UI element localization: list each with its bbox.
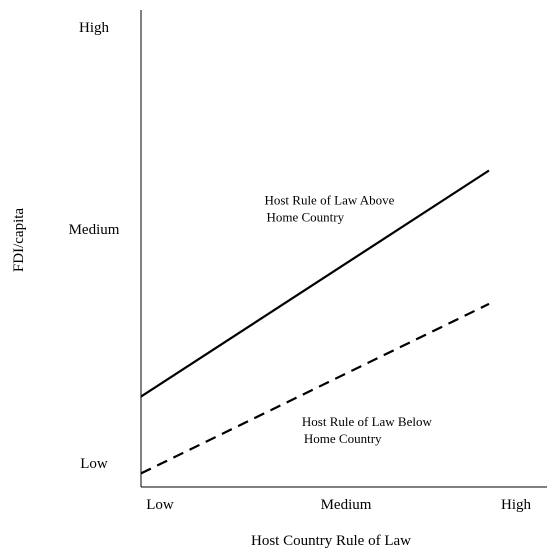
y-tick-label: High	[79, 20, 110, 36]
series-line-dashed	[140, 302, 490, 475]
y-tick-labels: Low Medium High	[69, 20, 120, 472]
x-tick-labels: Low Medium High	[146, 497, 531, 513]
annotation-line: Home Country	[266, 209, 344, 224]
x-tick-label: Low	[146, 497, 174, 513]
series-line-solid	[140, 169, 490, 398]
annotation: Host Rule of Law Below Home Country	[302, 414, 433, 446]
y-tick-label: Medium	[69, 222, 120, 238]
annotation-line: Host Rule of Law Above	[264, 192, 394, 207]
series-layer	[140, 169, 490, 475]
axes	[140, 10, 547, 488]
annotation: Host Rule of Law Above Home Country	[264, 192, 394, 224]
x-tick-label: Medium	[321, 497, 372, 513]
x-axis-title: Host Country Rule of Law	[251, 533, 411, 549]
annotation-line: Home Country	[304, 431, 382, 446]
y-tick-label: Low	[80, 456, 108, 472]
x-tick-label: High	[501, 497, 532, 513]
y-axis-title: FDI/capita	[11, 208, 27, 272]
annotation-line: Host Rule of Law Below	[302, 414, 433, 429]
